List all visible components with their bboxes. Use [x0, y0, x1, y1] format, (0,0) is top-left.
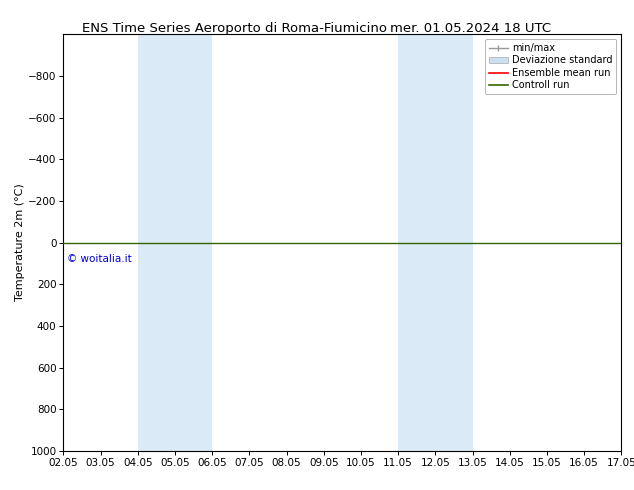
Y-axis label: Temperature 2m (°C): Temperature 2m (°C): [15, 184, 25, 301]
Bar: [138, 34, 212, 451]
Bar: [398, 34, 472, 451]
Text: © woitalia.it: © woitalia.it: [67, 254, 132, 264]
Legend: min/max, Deviazione standard, Ensemble mean run, Controll run: min/max, Deviazione standard, Ensemble m…: [485, 39, 616, 94]
Text: mer. 01.05.2024 18 UTC: mer. 01.05.2024 18 UTC: [391, 22, 552, 35]
Text: ENS Time Series Aeroporto di Roma-Fiumicino: ENS Time Series Aeroporto di Roma-Fiumic…: [82, 22, 387, 35]
